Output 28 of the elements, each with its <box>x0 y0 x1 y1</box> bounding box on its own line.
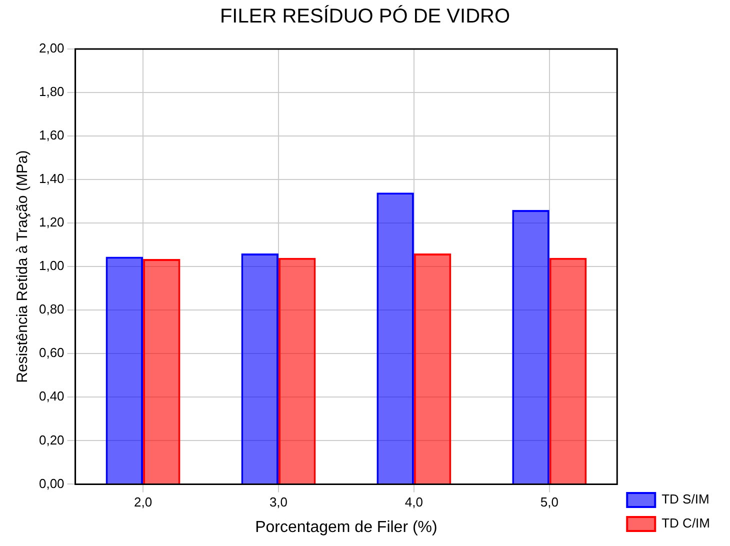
chart-title: FILER RESÍDUO PÓ DE VIDRO <box>220 4 510 28</box>
x-tick-label: 4,0 <box>404 494 423 510</box>
y-tick-label: 1,20 <box>38 214 64 230</box>
bar <box>278 258 316 484</box>
x-axis-title: Porcentagem de Filer (%) <box>255 518 438 536</box>
y-tick-label: 1,80 <box>38 84 64 100</box>
bar <box>376 192 414 484</box>
y-tick-label: 0,20 <box>38 432 64 448</box>
bar <box>414 254 452 484</box>
y-tick-label: 1,00 <box>38 258 64 274</box>
bar <box>241 254 278 484</box>
y-tick-label: 0,60 <box>38 345 64 360</box>
bar <box>549 258 587 484</box>
x-tick-label: 5,0 <box>540 494 558 510</box>
y-tick-label: 0,80 <box>38 302 64 317</box>
y-tick-label: 1,60 <box>38 128 64 143</box>
x-tick-label: 3,0 <box>269 494 288 510</box>
y-tick-label: 0,40 <box>38 388 64 404</box>
bar <box>512 210 550 484</box>
y-tick-label: 2,00 <box>38 40 64 56</box>
y-axis-title: Resistência Retida à Tração (MPa) <box>14 150 32 383</box>
legend-label: TD S/IM <box>662 492 710 507</box>
bar <box>106 256 144 484</box>
x-tick-label: 2,0 <box>134 494 152 510</box>
legend-label: TD C/IM <box>662 516 710 531</box>
y-tick-label: 1,40 <box>38 171 64 186</box>
y-tick-label: 0,00 <box>38 476 64 491</box>
bar <box>143 258 180 484</box>
